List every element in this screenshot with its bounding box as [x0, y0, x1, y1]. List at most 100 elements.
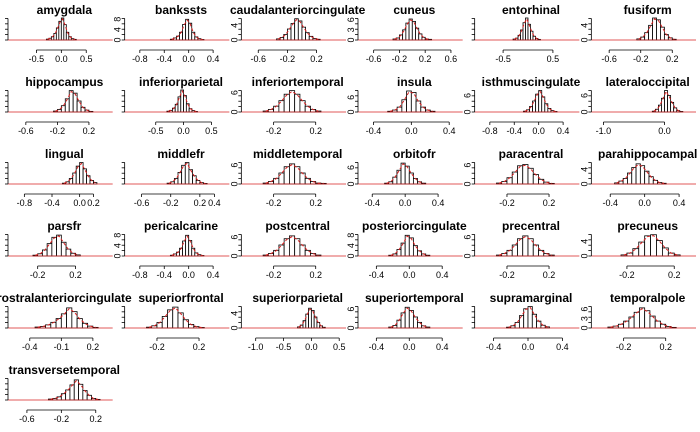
- y-tick-label: 0: [229, 37, 239, 42]
- x-tick-label: 0.2: [87, 198, 100, 208]
- x-tick-label: 0.4: [556, 342, 569, 352]
- x-tick-label: 0.6: [445, 54, 458, 64]
- y-tick-label: 8: [346, 233, 356, 238]
- x-tick-label: 0.2: [543, 270, 556, 280]
- histogram-bar: [66, 307, 73, 329]
- x-tick-label: -0.6: [250, 54, 266, 64]
- histogram-panel: amygdala -0.5 0.0 0.5: [5, 3, 113, 64]
- panel-title: posteriorcingulate: [362, 219, 467, 233]
- y-tick-label: 6: [463, 93, 473, 98]
- y-tick-label: 0: [579, 325, 589, 330]
- x-tick-label: 0.4: [436, 270, 449, 280]
- x-tick-label: 0.2: [310, 54, 323, 64]
- x-tick-label: 0.0: [405, 126, 418, 136]
- x-tick-label: -0.2: [266, 270, 282, 280]
- x-tick-label: -0.6: [18, 126, 34, 136]
- histogram-bar: [627, 172, 633, 185]
- x-tick-label: -0.5: [276, 342, 292, 352]
- x-tick-label: -0.4: [369, 270, 385, 280]
- histogram-bar: [289, 235, 296, 257]
- histogram-panel: rostralanteriorcingulate -0.4 -0.1 0.2: [0, 291, 132, 352]
- x-tick-label: -0.4: [157, 54, 173, 64]
- density-curve: [35, 235, 79, 256]
- x-tick-label: -0.8: [132, 54, 148, 64]
- y-tick-label: 8: [113, 17, 123, 22]
- histogram-bar: [195, 180, 201, 185]
- histogram-bar: [632, 248, 640, 257]
- histogram-bar: [51, 236, 57, 257]
- x-tick-label: 0.2: [87, 342, 100, 352]
- x-tick-label: 0.0: [403, 342, 416, 352]
- y-tick-label: 4: [229, 311, 239, 316]
- y-tick-label: 0: [229, 253, 239, 258]
- histogram-bar: [418, 33, 423, 41]
- histogram-bar: [286, 28, 292, 41]
- x-tick-label: 0.2: [193, 342, 206, 352]
- histogram-panel: caudalanteriorcingulate -0.6 -0.2 0.2 0 4: [229, 3, 365, 64]
- histogram-bar: [56, 234, 62, 257]
- histogram-bar: [167, 309, 174, 329]
- panel-title: isthmuscingulate: [482, 75, 581, 89]
- histogram-bar: [180, 89, 184, 113]
- histogram-bar: [654, 320, 661, 329]
- histogram-bar: [415, 100, 422, 113]
- density-curve: [390, 235, 428, 256]
- y-tick-label: 4: [579, 167, 589, 172]
- histogram-bar: [192, 175, 197, 185]
- x-tick-label: -0.2: [163, 198, 179, 208]
- histogram-bar: [308, 307, 312, 329]
- x-tick-label: -0.2: [266, 198, 282, 208]
- histogram-panel: middlefr -0.6 -0.2 0.2 0.4: [121, 147, 230, 208]
- histogram-bar: [538, 90, 543, 113]
- x-tick-label: -0.6: [366, 54, 382, 64]
- histogram-bar: [648, 176, 654, 185]
- x-tick-label: 0.2: [659, 342, 672, 352]
- panel-title: superiorfrontal: [138, 291, 223, 305]
- x-tick-label: -0.2: [633, 54, 649, 64]
- y-tick-label: 0: [579, 181, 589, 186]
- x-tick-label: -0.2: [499, 270, 515, 280]
- panel-title: paracentral: [499, 147, 564, 161]
- x-tick-label: -0.2: [499, 198, 515, 208]
- histogram-bar: [639, 307, 646, 329]
- histogram-panel: cuneus -0.6 -0.2 0.2 0.6 0 3 6: [346, 3, 463, 64]
- x-tick-label: 0.0: [399, 198, 412, 208]
- histogram-panel: posteriorcingulate -0.4 0.0 0.4 0 4 8: [346, 219, 467, 280]
- x-tick-label: -0.2: [392, 54, 408, 64]
- y-tick-label: 0: [346, 109, 356, 114]
- x-tick-label: 0.2: [83, 126, 96, 136]
- histogram-bar: [638, 241, 646, 257]
- panel-title: inferiortemporal: [252, 75, 344, 89]
- histogram-bar: [76, 318, 83, 329]
- density-curve: [610, 308, 674, 328]
- histogram-bar: [662, 247, 669, 257]
- x-tick-label: 0.0: [522, 342, 535, 352]
- y-tick-label: 3: [579, 316, 589, 321]
- x-tick-label: 0.2: [309, 270, 322, 280]
- histogram-panel: entorhinal -0.5 0.5: [471, 3, 580, 64]
- y-tick-label: 6: [346, 307, 356, 312]
- x-tick-label: 0.2: [309, 126, 322, 136]
- x-tick-label: 0.0: [638, 198, 651, 208]
- x-tick-label: -0.2: [266, 126, 282, 136]
- histogram-bar: [182, 319, 189, 329]
- histogram-bar: [623, 320, 630, 329]
- panel-title: parahippocampal: [598, 147, 697, 161]
- histogram-panel: insula -0.4 0.0 0.4 0 6: [346, 75, 463, 136]
- histogram-bar: [69, 384, 75, 401]
- y-tick-label: 0: [463, 253, 473, 258]
- histogram-bar: [161, 316, 168, 329]
- x-tick-label: 0.2: [668, 270, 681, 280]
- y-tick-label: 0: [579, 109, 589, 114]
- panel-title: amygdala: [37, 3, 93, 17]
- histogram-bar: [400, 162, 406, 185]
- histogram-panel: precuneus -0.2 0.2 0 4: [579, 219, 696, 280]
- histogram-panel: inferiorparietal -0.5 0.0 0.5: [121, 75, 230, 136]
- histogram-bar: [527, 306, 533, 329]
- histogram-bar: [670, 101, 675, 113]
- histogram-bar: [299, 244, 306, 257]
- x-tick-label: 0.2: [69, 270, 82, 280]
- x-tick-label: 0.4: [207, 54, 220, 64]
- x-tick-label: 0.5: [547, 54, 560, 64]
